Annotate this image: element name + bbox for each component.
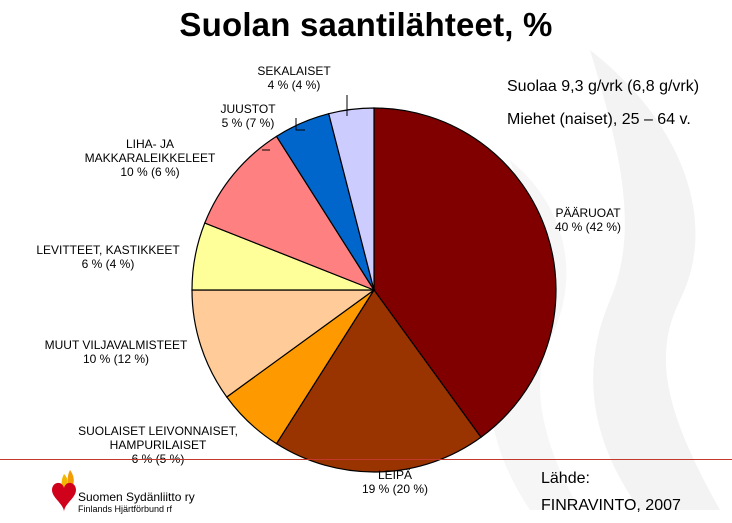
slice-label-name-3-0: MUUT VILJAVALMISTEET [44, 338, 188, 352]
slice-label-name-2-0: SUOLAISET LEIVONNAISET, [78, 424, 238, 438]
pie-slice-7 [328, 107, 375, 291]
org-name-sv: Finlands Hjärtförbund rf [78, 504, 173, 514]
source-label: Lähde: [541, 470, 590, 487]
pie-slice-5 [204, 135, 376, 292]
slice-label-3: MUUT VILJAVALMISTEET 10 % (12 %) [26, 338, 206, 366]
slice-label-value-4: 6 % (4 %) [81, 257, 135, 271]
pie-slice-0 [373, 107, 557, 439]
slice-label-name-5-0: LIHA- JA [125, 137, 174, 151]
slice-label-name-4-0: LEVITTEET, KASTIKKEET [36, 243, 180, 257]
slice-label-5: LIHA- JA MAKKARALEIKKELEET 10 % (6 %) [70, 137, 230, 179]
slice-label-value-5: 10 % (6 %) [120, 165, 180, 179]
leader-line-6 [295, 118, 305, 131]
slice-label-7: SEKALAISET 4 % (4 %) [249, 64, 339, 92]
slice-label-0: PÄÄRUOAT 40 % (42 %) [543, 206, 633, 234]
slice-label-value-6: 5 % (7 %) [221, 116, 275, 130]
note-salt-intake: Suolaa 9,3 g/vrk (6,8 g/vrk) [507, 78, 700, 95]
slice-label-value-0: 40 % (42 %) [554, 220, 622, 234]
slice-label-1: LEIPÄ 19 % (20 %) [350, 468, 440, 496]
slice-label-4: LEVITTEET, KASTIKKEET 6 % (4 %) [18, 243, 198, 271]
slice-label-name-2-1: HAMPURILAISET [109, 438, 207, 452]
slice-label-name-7-0: SEKALAISET [257, 64, 331, 78]
pie-slice-3 [191, 289, 376, 398]
slice-label-value-7: 4 % (4 %) [267, 78, 321, 92]
slice-label-6: JUUSTOT 5 % (7 %) [213, 102, 283, 130]
heart-logo-icon [52, 470, 76, 512]
slice-label-name-5-1: MAKKARALEIKKELEET [84, 151, 216, 165]
slice-label-name-0-0: PÄÄRUOAT [555, 206, 621, 220]
slice-label-name-6-0: JUUSTOT [220, 102, 276, 116]
chart-title: Suolan saantilähteet, % [179, 6, 553, 43]
org-name: Suomen Sydänliitto ry [78, 490, 195, 504]
slice-label-value-1: 19 % (20 %) [361, 482, 429, 496]
slice-label-value-3: 10 % (12 %) [82, 352, 150, 366]
source-text: FINRAVINTO, 2007 [541, 497, 681, 514]
note-population: Miehet (naiset), 25 – 64 v. [507, 111, 691, 128]
pie-slice-1 [275, 288, 482, 473]
slice-label-name-1-0: LEIPÄ [377, 468, 413, 482]
footer-divider [0, 459, 732, 460]
